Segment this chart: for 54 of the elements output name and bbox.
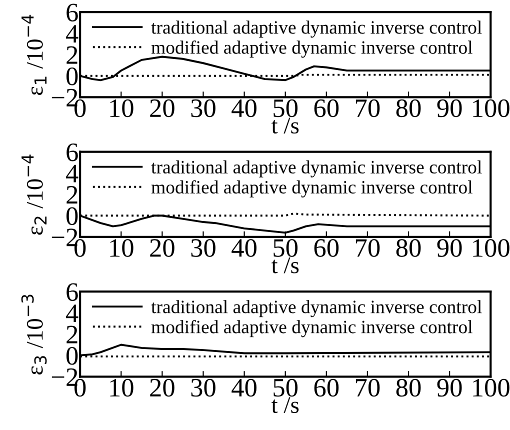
x-axis-title: t /s bbox=[271, 118, 299, 134]
x-tick-label: 30 bbox=[191, 239, 216, 257]
y-tick-label: 2 bbox=[66, 326, 78, 344]
x-tick-label: 90 bbox=[437, 99, 462, 118]
y-tick-label: 6 bbox=[66, 4, 78, 22]
x-tick-label: 50 bbox=[274, 239, 298, 257]
x-axis-title: t /s bbox=[271, 258, 299, 274]
x-tick-label: 40 bbox=[232, 239, 256, 257]
y-tick-label: 2 bbox=[66, 186, 78, 204]
x-tick-label: 20 bbox=[150, 99, 174, 118]
legend-label: traditional adaptive dynamic inverse control bbox=[151, 160, 482, 178]
y-axis-title: ε$_{2}$ /10$^{−4}$ bbox=[22, 154, 47, 235]
x-tick-label: 60 bbox=[314, 239, 339, 257]
x-tick-label: 20 bbox=[150, 378, 174, 397]
x-tick-label: 100 bbox=[473, 239, 510, 257]
x-tick-label: 60 bbox=[314, 99, 339, 118]
x-tick-label: 90 bbox=[437, 239, 462, 257]
x-tick-label: 10 bbox=[110, 378, 134, 397]
legend-label: traditional adaptive dynamic inverse control bbox=[151, 300, 482, 318]
x-tick-label: 100 bbox=[473, 378, 510, 397]
x-tick-label: 30 bbox=[191, 378, 216, 397]
legend-label: modified adaptive dynamic inverse control bbox=[151, 180, 472, 198]
y-tick-label: 4 bbox=[66, 25, 78, 42]
y-axis-title: ε$_{1}$ /10$^{−4}$ bbox=[22, 14, 47, 96]
y-tick-label: 4 bbox=[66, 304, 78, 322]
y-tick-label: 0 bbox=[66, 347, 78, 365]
legend-label: traditional adaptive dynamic inverse control bbox=[151, 20, 482, 38]
x-axis-title: t /s bbox=[271, 397, 299, 414]
y-tick-label: 6 bbox=[66, 283, 78, 301]
x-tick-label: 30 bbox=[191, 99, 216, 118]
x-tick-label: 50 bbox=[274, 378, 298, 397]
x-tick-label: 10 bbox=[110, 239, 134, 257]
y-tick-label: 0 bbox=[66, 68, 78, 86]
x-tick-label: 70 bbox=[356, 99, 380, 118]
x-tick-label: 10 bbox=[110, 99, 134, 118]
legend-label: modified adaptive dynamic inverse control bbox=[151, 40, 472, 58]
x-tick-label: 90 bbox=[437, 378, 462, 397]
x-tick-label: 70 bbox=[356, 239, 380, 257]
x-tick-label: 100 bbox=[473, 99, 510, 118]
x-tick-label: 80 bbox=[396, 378, 421, 397]
x-tick-label: 40 bbox=[232, 378, 256, 397]
y-axis-title: ε$_{3}$ /10$^{−3}$ bbox=[21, 294, 47, 375]
x-tick-label: 70 bbox=[356, 378, 380, 397]
x-tick-label: 50 bbox=[274, 99, 298, 118]
y-tick-label: 2 bbox=[66, 46, 78, 64]
x-tick-label: 80 bbox=[396, 99, 421, 118]
x-tick-label: 60 bbox=[314, 378, 339, 397]
legend-label: modified adaptive dynamic inverse control bbox=[151, 320, 472, 338]
x-tick-label: 20 bbox=[150, 239, 174, 257]
x-tick-label: 80 bbox=[396, 239, 421, 257]
x-tick-label: 40 bbox=[232, 99, 256, 118]
y-tick-label: 4 bbox=[66, 164, 78, 182]
y-tick-label: 0 bbox=[66, 207, 78, 226]
y-tick-label: 6 bbox=[66, 143, 78, 162]
